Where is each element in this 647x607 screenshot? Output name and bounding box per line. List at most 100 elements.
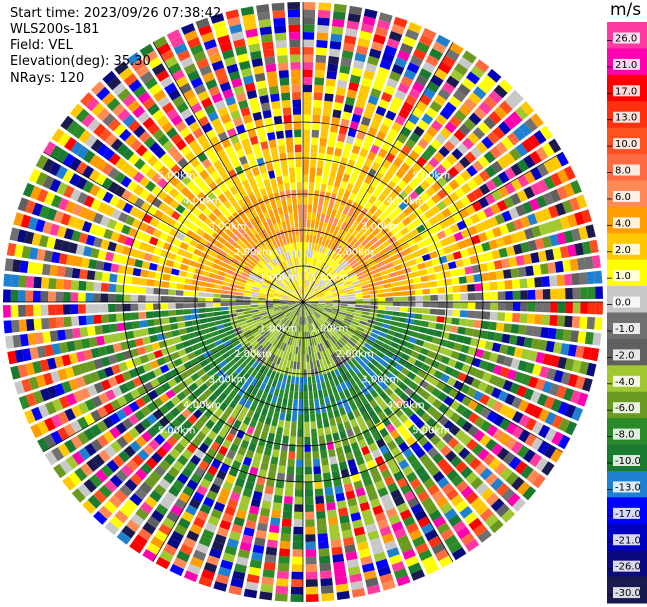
velocity-gate xyxy=(436,248,446,257)
velocity-gate xyxy=(481,241,491,252)
velocity-gate xyxy=(312,114,321,123)
velocity-gate xyxy=(194,268,203,275)
velocity-gate xyxy=(284,260,290,268)
velocity-gate xyxy=(303,249,306,257)
velocity-gate xyxy=(115,303,124,312)
velocity-gate xyxy=(36,345,47,359)
velocity-gate xyxy=(252,286,261,291)
velocity-gate xyxy=(367,55,380,66)
velocity-gate xyxy=(261,339,268,347)
velocity-gate xyxy=(303,17,315,25)
velocity-gate xyxy=(324,192,331,201)
velocity-gate xyxy=(330,233,337,242)
velocity-gate xyxy=(586,362,597,377)
velocity-gate xyxy=(483,116,497,130)
velocity-gate xyxy=(210,13,225,24)
velocity-gate xyxy=(482,302,491,310)
velocity-gate xyxy=(219,266,228,273)
velocity-gate xyxy=(322,168,330,177)
velocity-gate xyxy=(318,335,324,343)
velocity-gate xyxy=(98,392,110,405)
velocity-gate xyxy=(223,386,233,396)
velocity-gate xyxy=(122,114,136,127)
velocity-gate xyxy=(341,529,353,539)
velocity-gate xyxy=(366,233,375,242)
velocity-gate xyxy=(333,226,340,235)
velocity-gate xyxy=(461,408,473,420)
velocity-gate xyxy=(280,317,288,324)
velocity-gate xyxy=(290,314,295,321)
velocity-gate xyxy=(104,479,118,493)
velocity-gate xyxy=(218,193,227,203)
velocity-gate xyxy=(320,283,328,289)
velocity-gate xyxy=(207,515,220,527)
velocity-gate xyxy=(251,288,260,293)
velocity-gate xyxy=(242,255,251,263)
velocity-gate xyxy=(242,342,251,350)
velocity-gate xyxy=(469,255,479,265)
velocity-gate xyxy=(281,253,287,261)
velocity-gate xyxy=(574,242,584,256)
velocity-gate xyxy=(72,327,81,339)
velocity-gate xyxy=(112,342,122,353)
velocity-gate xyxy=(230,233,239,242)
velocity-gate xyxy=(325,295,333,299)
velocity-gate xyxy=(585,224,596,239)
velocity-gate xyxy=(288,352,293,361)
velocity-gate xyxy=(381,52,395,63)
velocity-gate xyxy=(369,537,382,548)
velocity-gate xyxy=(355,302,363,305)
velocity-gate xyxy=(243,527,255,537)
velocity-gate xyxy=(289,235,293,244)
velocity-gate xyxy=(329,259,336,267)
velocity-gate xyxy=(421,282,430,289)
velocity-gate xyxy=(200,425,211,436)
velocity-gate xyxy=(209,413,220,424)
velocity-gate xyxy=(90,347,101,359)
velocity-gate xyxy=(261,172,269,181)
velocity-gate xyxy=(43,250,53,263)
velocity-gate xyxy=(238,369,247,378)
velocity-gate xyxy=(245,355,253,364)
velocity-gate xyxy=(163,194,174,205)
velocity-gate xyxy=(124,321,133,331)
velocity-gate xyxy=(290,62,301,70)
velocity-gate xyxy=(161,281,170,288)
velocity-gate xyxy=(465,491,479,505)
velocity-gate xyxy=(129,473,143,486)
velocity-gate xyxy=(258,438,267,447)
velocity-gate xyxy=(354,52,367,63)
velocity-gate xyxy=(260,247,268,256)
velocity-gate xyxy=(308,346,312,355)
velocity-gate xyxy=(410,350,420,359)
velocity-gate xyxy=(266,243,273,252)
velocity-gate xyxy=(285,129,293,138)
velocity-gate xyxy=(559,216,571,230)
velocity-gate xyxy=(182,235,192,245)
velocity-gate xyxy=(396,250,406,259)
velocity-gate xyxy=(328,524,340,533)
velocity-gate xyxy=(179,225,189,235)
velocity-gate xyxy=(295,466,303,475)
velocity-gate xyxy=(547,327,557,340)
velocity-gate xyxy=(405,278,414,285)
velocity-gate xyxy=(312,345,317,354)
velocity-gate xyxy=(432,515,446,528)
velocity-gate xyxy=(180,186,191,197)
velocity-gate xyxy=(426,267,435,275)
velocity-gate xyxy=(369,204,378,214)
azimuth-radial xyxy=(152,301,304,562)
velocity-gate xyxy=(393,407,404,418)
velocity-gate xyxy=(90,198,102,211)
velocity-gate xyxy=(165,259,175,268)
velocity-gate xyxy=(49,178,62,193)
velocity-gate xyxy=(532,364,543,376)
velocity-gate xyxy=(288,212,294,221)
velocity-gate xyxy=(398,280,407,286)
velocity-gate xyxy=(382,186,392,197)
velocity-gate xyxy=(262,367,269,376)
velocity-gate xyxy=(150,254,160,264)
velocity-gate xyxy=(366,185,376,195)
velocity-gate xyxy=(346,558,360,569)
velocity-gate xyxy=(37,420,50,435)
